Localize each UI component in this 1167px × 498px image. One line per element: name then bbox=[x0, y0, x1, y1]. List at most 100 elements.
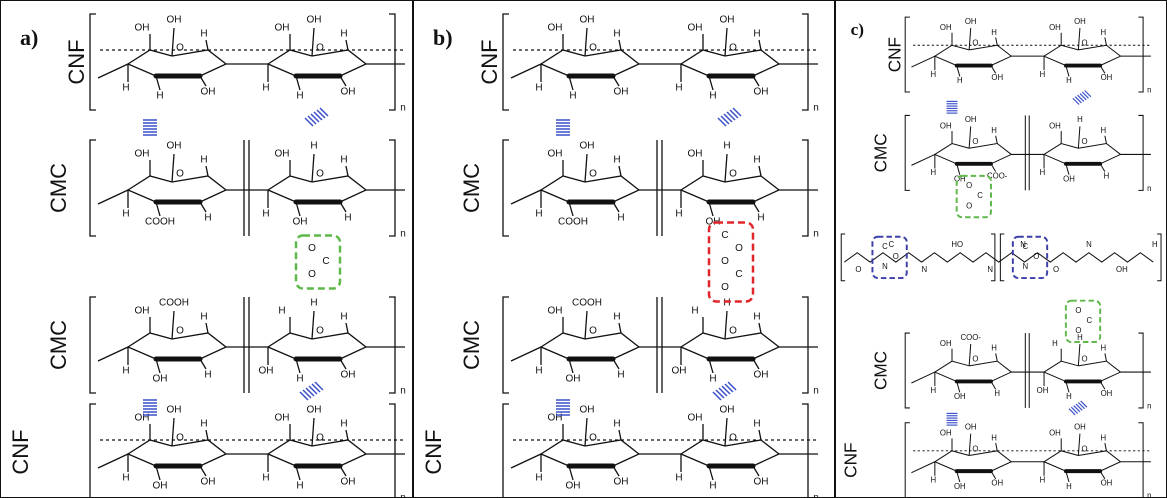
substituent-bond bbox=[311, 310, 315, 340]
atom-label: OH bbox=[688, 23, 703, 34]
atom-label: H bbox=[262, 209, 269, 220]
atom-label: H bbox=[1077, 115, 1083, 124]
atom-label: OH bbox=[167, 15, 182, 26]
atom-label: OH bbox=[754, 370, 769, 381]
substituent-bond bbox=[311, 417, 315, 447]
repeat-label: n bbox=[813, 103, 819, 114]
atom-label: H bbox=[310, 141, 317, 152]
substituent-bond bbox=[205, 165, 209, 177]
substituent-bond bbox=[339, 465, 347, 477]
crosslink-label: C bbox=[1086, 316, 1092, 325]
atom-label: OH bbox=[672, 366, 687, 377]
bracket bbox=[1138, 422, 1144, 498]
repeat-label: n bbox=[813, 386, 819, 397]
atom-label: H bbox=[1040, 476, 1046, 485]
ring-bond bbox=[584, 49, 641, 77]
crosslink-label: O bbox=[1033, 252, 1039, 261]
chain-bond bbox=[97, 189, 129, 205]
atom-label: OH bbox=[940, 23, 952, 32]
hydrogen-bond bbox=[302, 389, 312, 399]
atom-label: H bbox=[991, 28, 997, 37]
panel: a)CNFnOHOHHHHOHOOHOHHHHOHOCMCnOHOHHCOOHH… bbox=[8, 13, 406, 498]
atom-label: O bbox=[589, 43, 597, 54]
substituent-bond bbox=[199, 465, 207, 477]
atom-label: H bbox=[1040, 168, 1046, 177]
chain-bond bbox=[97, 346, 129, 362]
repeat-label: n bbox=[400, 386, 406, 397]
ring-bond bbox=[1042, 44, 1079, 66]
ring-bond bbox=[311, 175, 368, 203]
row-name: CNF bbox=[8, 429, 33, 474]
row-name: CMC bbox=[870, 351, 890, 390]
atom-label: O bbox=[972, 39, 978, 48]
substituent-bond bbox=[1099, 470, 1106, 480]
bracket bbox=[802, 139, 809, 237]
substituent-bond bbox=[1065, 470, 1070, 483]
ring-bond bbox=[1078, 450, 1122, 472]
ring-bond bbox=[933, 44, 970, 66]
substituent-bond bbox=[758, 165, 762, 177]
substituent-bond bbox=[990, 65, 997, 74]
substituent-bond bbox=[724, 153, 728, 183]
atom-label: H bbox=[757, 213, 764, 224]
hydrogen-bond bbox=[724, 383, 734, 393]
atom-label: OH bbox=[307, 405, 322, 416]
atom-label: O bbox=[316, 43, 324, 54]
atom-label: H bbox=[753, 419, 760, 430]
row-name: CMC bbox=[459, 163, 484, 213]
substituent-bond bbox=[968, 126, 972, 149]
ring-bond bbox=[266, 332, 313, 360]
hydrogen-bond bbox=[721, 385, 731, 395]
crosslink-label: O bbox=[721, 256, 729, 267]
bracket bbox=[802, 296, 809, 394]
substituent-bond bbox=[1065, 381, 1070, 393]
atom-label: H bbox=[930, 476, 936, 485]
substituent-bond bbox=[1104, 442, 1107, 451]
atom-label: O bbox=[589, 433, 597, 444]
atom-label: H bbox=[1100, 126, 1106, 135]
ring-bond bbox=[679, 49, 726, 77]
atom-label: OH bbox=[614, 87, 629, 98]
substituent-bond bbox=[171, 417, 175, 447]
substituent-bond bbox=[1077, 433, 1081, 456]
substituent-bond bbox=[345, 322, 349, 334]
substituent-bond bbox=[295, 201, 301, 217]
chain-bond bbox=[97, 453, 129, 469]
atom-label: OH bbox=[135, 149, 150, 160]
hydrogen-bond bbox=[715, 389, 725, 399]
substituent-bond bbox=[155, 75, 161, 91]
atom-label: OH bbox=[566, 374, 581, 385]
substituent-bond bbox=[584, 153, 588, 183]
repeat-label: n bbox=[813, 493, 819, 498]
row-name: CNF bbox=[64, 39, 89, 84]
ring-bond bbox=[724, 332, 781, 360]
linker-label: N bbox=[1086, 240, 1092, 249]
atom-label: H bbox=[991, 433, 997, 442]
bracket bbox=[802, 13, 809, 111]
ring-bond bbox=[1078, 142, 1122, 165]
linker-label: O bbox=[1053, 265, 1059, 274]
ring-bond bbox=[933, 142, 970, 165]
bracket bbox=[904, 16, 910, 93]
atom-label: OH bbox=[991, 73, 1003, 82]
atom-label: H bbox=[709, 374, 716, 385]
atom-label: OH bbox=[167, 141, 182, 152]
atom-label: O bbox=[729, 326, 737, 337]
atom-label: O bbox=[316, 326, 324, 337]
substituent-bond bbox=[171, 153, 175, 183]
hydrogen-bond bbox=[732, 107, 742, 117]
atom-label: OH bbox=[954, 482, 966, 491]
atom-label: O bbox=[176, 326, 184, 337]
crosslink-box bbox=[1064, 299, 1102, 344]
atom-label: O bbox=[1082, 444, 1088, 453]
substituent-bond bbox=[155, 465, 161, 481]
repeat-label: n bbox=[1147, 184, 1151, 193]
ring-bond bbox=[539, 332, 586, 360]
atom-label: O bbox=[589, 326, 597, 337]
atom-label: OH bbox=[548, 149, 563, 160]
substituent-bond bbox=[1104, 353, 1107, 362]
substituent-bond bbox=[1099, 381, 1106, 390]
ring-bond bbox=[724, 439, 781, 467]
atom-label: COOH bbox=[145, 217, 175, 228]
substituent-bond bbox=[618, 322, 622, 334]
